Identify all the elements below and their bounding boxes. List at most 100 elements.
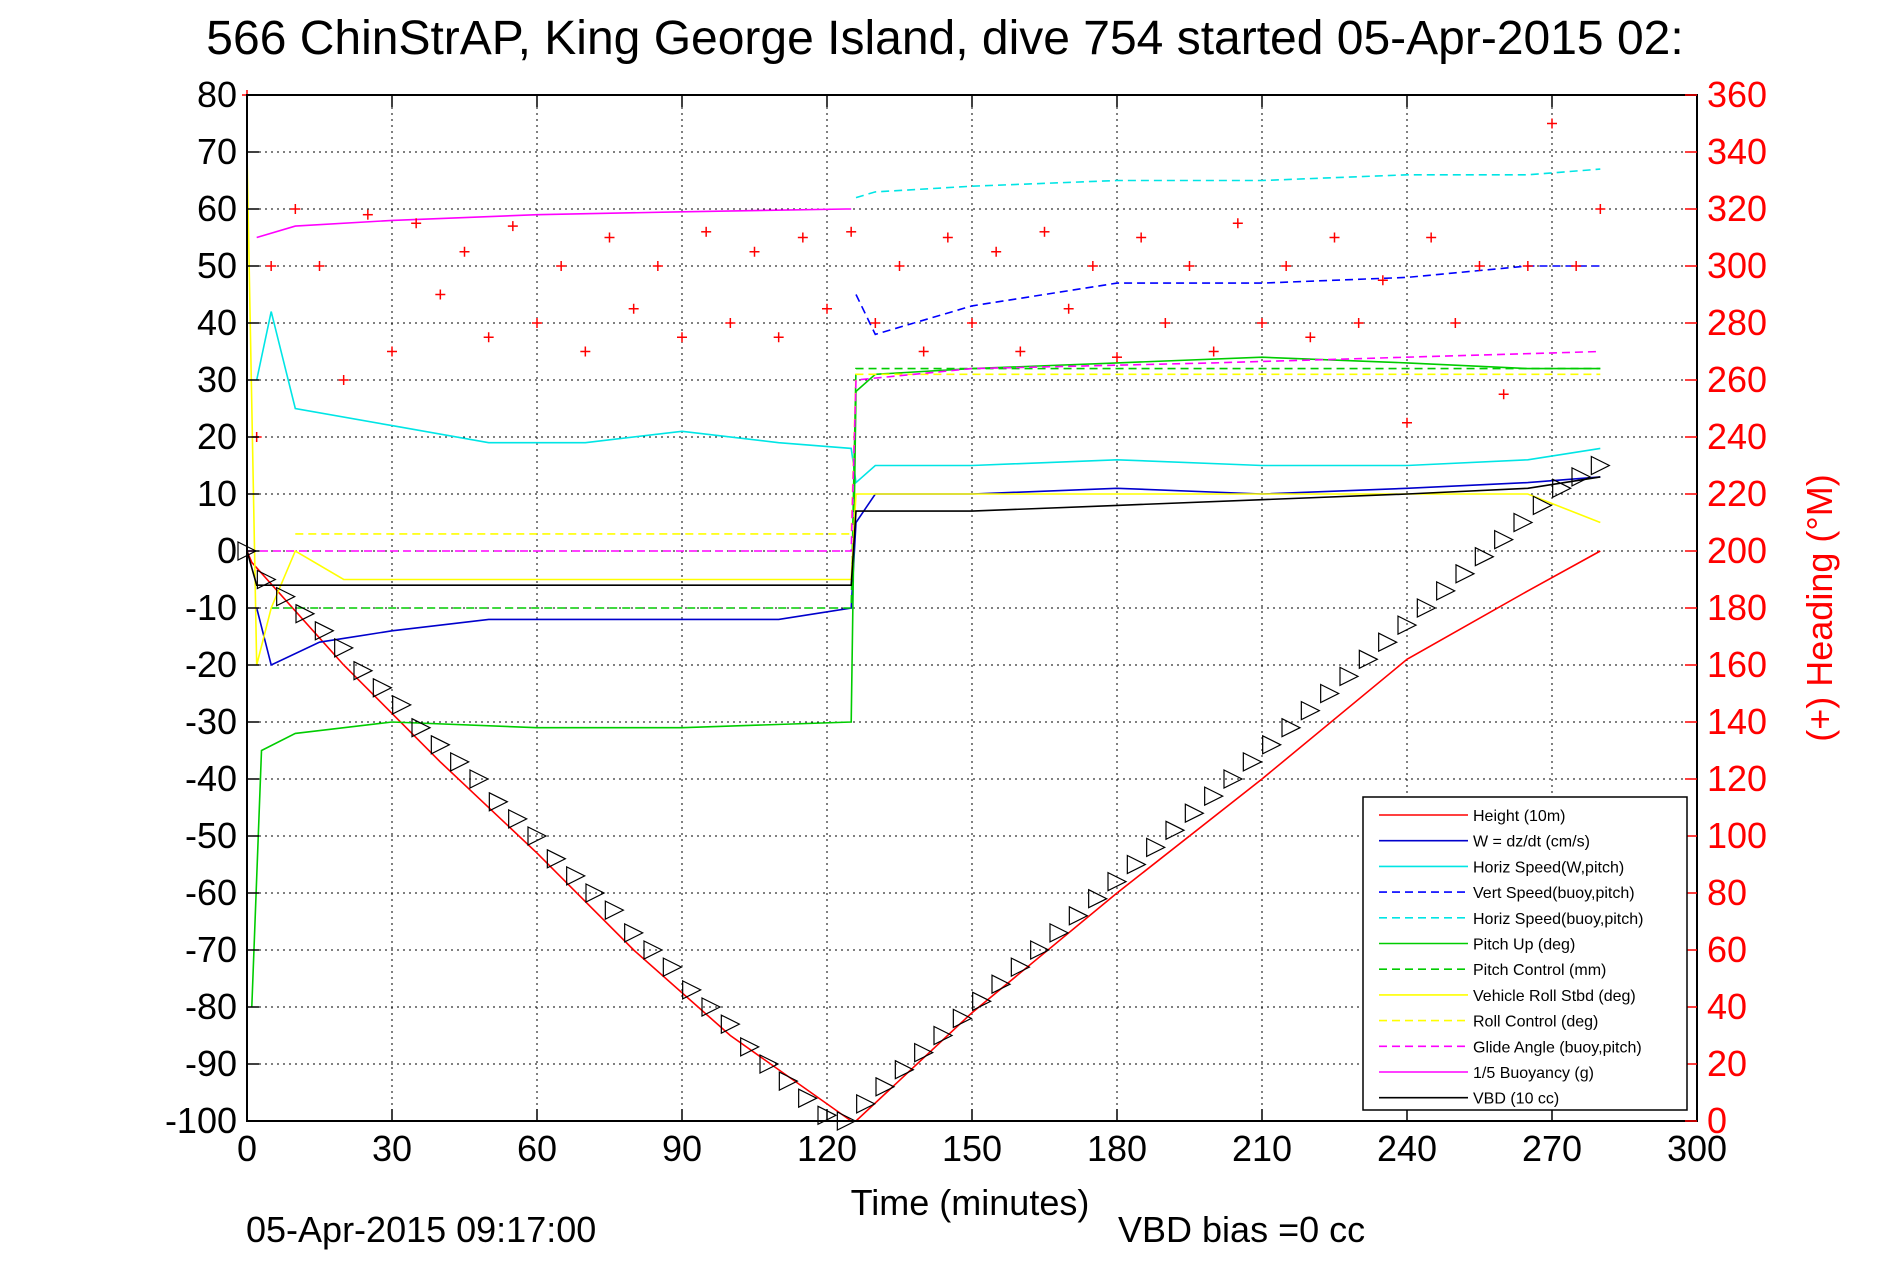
- heading-point: [701, 226, 712, 237]
- heading-point: [1450, 318, 1461, 328]
- triangle-marker: [759, 1054, 780, 1074]
- y-tick-label: -100: [165, 1100, 237, 1141]
- heading-point: [507, 221, 518, 232]
- triangle-marker: [1068, 905, 1089, 926]
- y-tick-label: 80: [197, 74, 237, 115]
- triangle-marker: [1571, 466, 1592, 487]
- heading-point: [1160, 318, 1171, 328]
- heading-point: [797, 232, 808, 243]
- y-right-tick-label: 60: [1707, 929, 1747, 970]
- legend-box: [1362, 796, 1688, 1111]
- x-tick-label: 90: [662, 1128, 702, 1169]
- x-tick-label: 240: [1377, 1128, 1437, 1169]
- series-line-10: [256, 208, 852, 239]
- heading-point: [290, 204, 301, 214]
- y-right-axis-ticks: 3603403203002802602402202001801601401201…: [1685, 74, 1767, 1141]
- y-tick-label: -20: [185, 644, 237, 685]
- series-line-1: [255, 476, 1601, 667]
- legend: Height (10m) W = dz/dt (cm/s) Horiz Speed(…: [1362, 796, 1688, 1111]
- heading-point: [411, 218, 422, 229]
- chart-title: 566 ChinStrAP, King George Island, dive …: [206, 12, 1683, 65]
- y-right-tick-label: 320: [1707, 188, 1767, 229]
- dive-markers: [237, 455, 1611, 1131]
- triangle-marker: [1165, 820, 1186, 841]
- triangle-marker: [798, 1088, 819, 1109]
- heading-point: [1595, 204, 1606, 214]
- series-line-6: [271, 367, 1601, 609]
- y-tick-label: 20: [197, 416, 237, 457]
- x-tick-label: 150: [942, 1128, 1002, 1169]
- y-tick-label: -30: [185, 701, 237, 742]
- series-line-8: [295, 373, 1601, 535]
- series-line-11: [246, 476, 1601, 587]
- x-tick-label: 30: [372, 1128, 412, 1169]
- heading-point: [652, 261, 663, 271]
- triangle-marker: [276, 586, 297, 607]
- y-right-tick-label: 240: [1707, 416, 1767, 457]
- triangle-marker: [372, 677, 393, 698]
- heading-point: [1136, 232, 1147, 243]
- y-right-axis-label: (+) Heading (°M): [1799, 474, 1840, 741]
- legend-label-4: Horiz Speed(buoy,pitch): [1473, 911, 1643, 928]
- legend-items: Height (10m) W = dz/dt (cm/s) Horiz Speed(…: [1379, 808, 1643, 1108]
- triangle-marker: [1494, 529, 1515, 550]
- heading-point: [1015, 346, 1026, 357]
- heading-point: [967, 318, 977, 328]
- y-right-tick-label: 40: [1707, 986, 1747, 1027]
- triangle-marker: [256, 569, 277, 590]
- triangle-marker: [991, 974, 1012, 995]
- triangle-marker: [334, 637, 355, 658]
- heading-point: [459, 246, 470, 257]
- heading-point: [1377, 275, 1388, 286]
- legend-label-9: Glide Angle (buoy,pitch): [1473, 1039, 1642, 1056]
- heading-point: [1426, 232, 1437, 243]
- triangle-marker: [392, 694, 413, 715]
- triangle-marker: [1223, 769, 1244, 789]
- triangle-marker: [662, 957, 683, 978]
- x-axis-ticks: 0 30 60 90 120 150 180 210 240 270 300: [237, 95, 1727, 1169]
- heading-point: [387, 346, 397, 357]
- triangle-marker: [585, 883, 606, 903]
- heading-point: [1498, 389, 1509, 400]
- heading-point: [1184, 261, 1195, 271]
- legend-label-2: Horiz Speed(W,pitch): [1473, 859, 1624, 876]
- y-right-tick-label: 300: [1707, 245, 1767, 286]
- triangle-marker: [604, 900, 625, 921]
- triangle-marker: [1378, 632, 1399, 653]
- y-axis-ticks: 80 70 60 50 40 30 20 10 0 -10 -20 -30 -40 -50 -60 -70 -8…: [165, 74, 259, 1141]
- triangle-marker: [1397, 615, 1418, 636]
- triangle-marker: [411, 717, 432, 738]
- heading-point: [1547, 118, 1557, 129]
- legend-label-10: 1/5 Buoyancy (g): [1473, 1065, 1594, 1082]
- y-right-tick-label: 200: [1707, 530, 1767, 571]
- heading-point: [1087, 261, 1098, 271]
- triangle-marker: [1262, 734, 1283, 755]
- triangle-marker: [624, 922, 645, 943]
- legend-label-7: Vehicle Roll Stbd (deg): [1473, 988, 1636, 1005]
- y-right-tick-label: 160: [1707, 644, 1767, 685]
- triangle-marker: [720, 1014, 741, 1035]
- triangle-marker: [546, 848, 567, 869]
- legend-label-5: Pitch Up (deg): [1473, 937, 1575, 954]
- triangle-marker: [1242, 751, 1263, 772]
- triangle-marker: [508, 808, 529, 829]
- y-tick-label: 0: [217, 530, 237, 571]
- heading-point: [991, 246, 1002, 257]
- heading-point: [773, 332, 784, 343]
- series-line-3: [855, 265, 1601, 336]
- heading-point: [725, 318, 736, 328]
- y-right-tick-label: 80: [1707, 872, 1747, 913]
- triangle-marker: [972, 991, 993, 1012]
- triangle-marker: [1339, 666, 1360, 687]
- triangle-marker: [682, 979, 703, 1000]
- triangle-marker: [1088, 888, 1109, 909]
- heading-point: [1353, 318, 1364, 328]
- triangle-marker: [1300, 700, 1321, 721]
- heading-point: [894, 261, 905, 271]
- triangle-marker: [1436, 580, 1457, 601]
- y-right-tick-label: 180: [1707, 587, 1767, 628]
- triangle-marker: [1474, 546, 1495, 567]
- heading-point: [628, 303, 639, 314]
- series-line-4: [855, 168, 1601, 199]
